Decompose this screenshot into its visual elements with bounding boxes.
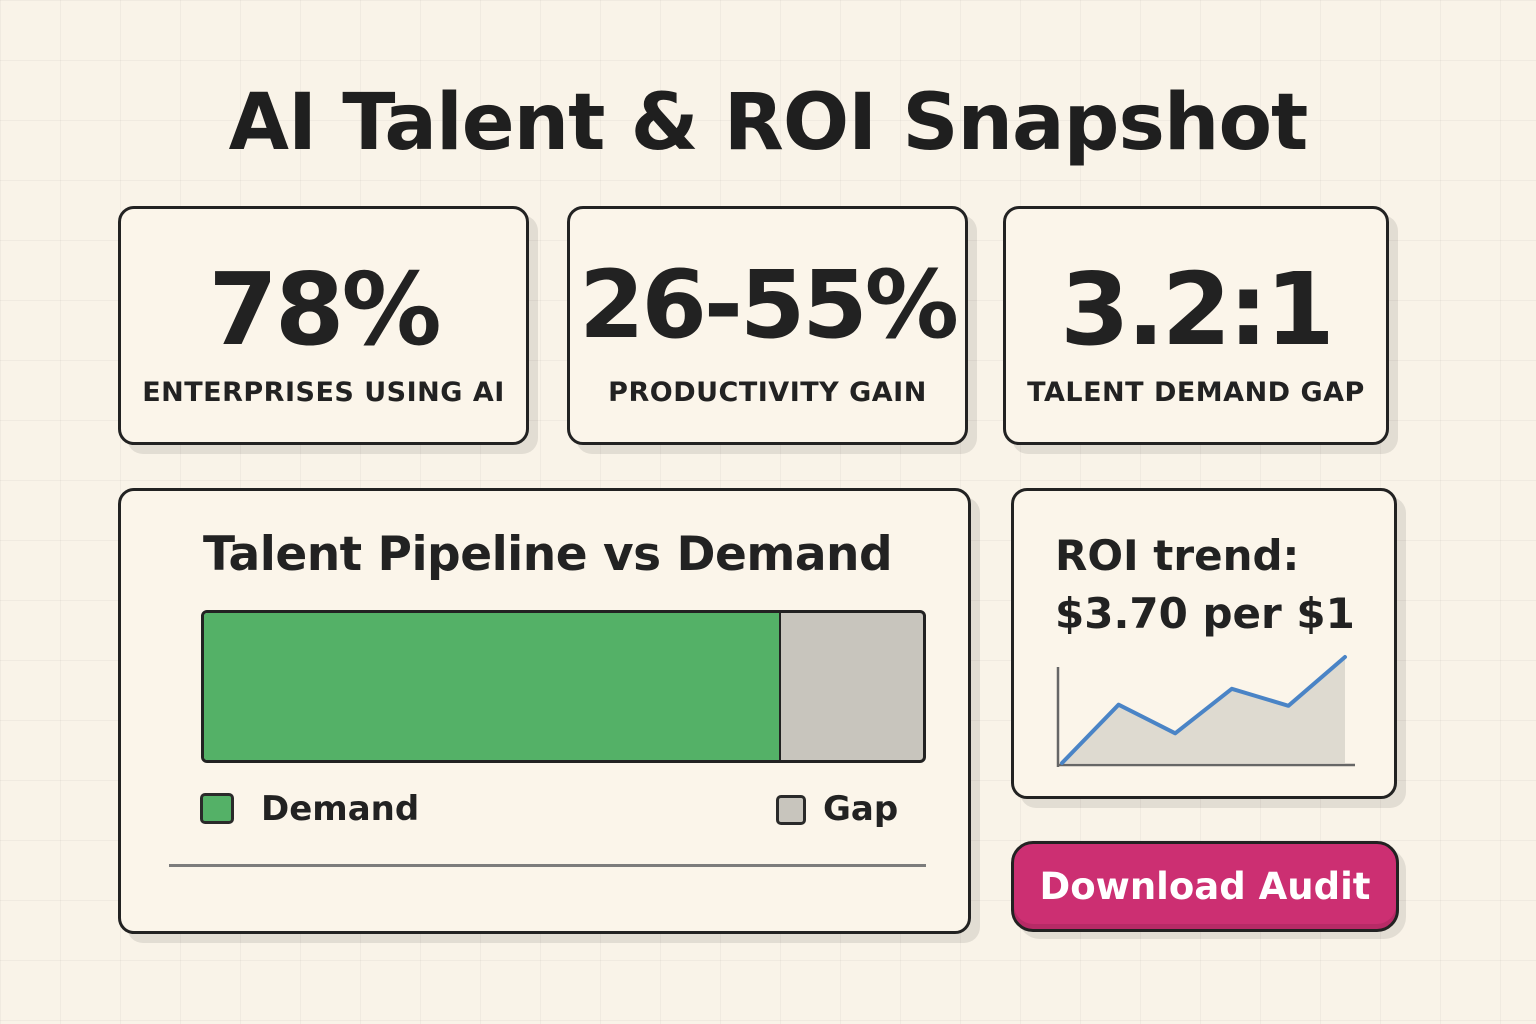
stat-card-talent-gap: 3.2:1 TALENT DEMAND GAP	[1003, 206, 1389, 445]
pipeline-title: Talent Pipeline vs Demand	[203, 527, 893, 582]
pipeline-bar	[201, 610, 926, 763]
stat-card-productivity: 26-55% PRODUCTIVITY GAIN	[567, 206, 968, 445]
stat-value: 78%	[208, 251, 441, 368]
roi-trend-area	[1062, 657, 1345, 763]
demand-bar-fill	[204, 613, 782, 760]
roi-trend-line	[1060, 655, 1347, 765]
page-title: AI Talent & ROI Snapshot	[228, 78, 1309, 168]
stat-label: TALENT DEMAND GAP	[1027, 377, 1365, 408]
talent-pipeline-panel: Talent Pipeline vs Demand Demand Gap	[118, 488, 971, 934]
legend-swatch-demand	[200, 793, 234, 824]
roi-title: ROI trend: $3.70 per $1	[1055, 527, 1355, 643]
roi-trend-panel: ROI trend: $3.70 per $1	[1011, 488, 1397, 799]
stat-label: ENTERPRISES USING AI	[142, 377, 505, 408]
download-audit-button[interactable]: Download Audit	[1011, 841, 1399, 932]
stat-label: PRODUCTIVITY GAIN	[608, 377, 927, 408]
legend-label-gap: Gap	[823, 789, 899, 829]
roi-title-line-2: $3.70 per $1	[1055, 589, 1355, 638]
roi-trend-chart	[1056, 655, 1355, 767]
stat-value: 3.2:1	[1060, 251, 1335, 368]
stat-value: 26-55%	[579, 251, 959, 360]
legend-swatch-gap	[776, 795, 806, 825]
legend-label-demand: Demand	[261, 789, 420, 829]
roi-title-line-1: ROI trend:	[1055, 531, 1300, 580]
divider	[169, 864, 926, 867]
stat-card-enterprises: 78% ENTERPRISES USING AI	[118, 206, 529, 445]
